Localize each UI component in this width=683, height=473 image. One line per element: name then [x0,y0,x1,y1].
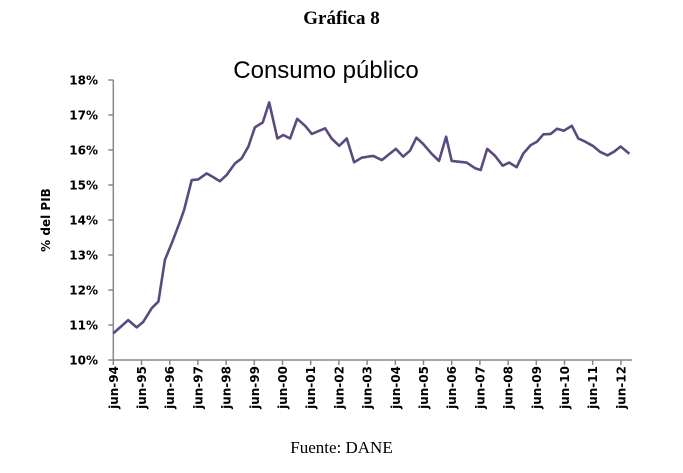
y-tick-label: 17% [69,109,98,123]
axes: 10% 11% 12% 13% 14% 15% 16% 17% 18% jun-94 jun-95 j… [69,74,632,410]
x-tick-label: jun-94 [107,366,121,410]
source-note: Fuente: DANE [290,438,393,457]
x-tick-label: jun-07 [473,366,487,410]
x-tick-label: jun-95 [135,366,149,410]
y-tick-label: 13% [69,249,98,263]
x-tick-label: jun-08 [502,366,516,410]
x-tick-label: jun-96 [163,366,177,410]
x-tick-label: jun-12 [614,366,628,410]
x-tick-label: jun-09 [530,366,544,410]
y-tick-label: 15% [69,179,98,193]
x-tick-label: jun-06 [445,366,459,410]
y-tick-label: 10% [69,354,98,368]
x-tick-label: jun-97 [191,366,205,410]
x-tick-label: jun-03 [361,366,375,410]
x-tick-label: jun-01 [304,366,318,410]
x-tick-label: jun-02 [332,366,346,410]
plot-area [112,101,631,335]
x-tick-label: jun-00 [276,366,290,410]
chart-title: Consumo público [233,57,418,84]
x-tick-label: jun-10 [558,366,572,410]
series-line-consumo-publico [112,101,631,335]
x-tick-label: jun-11 [586,366,600,410]
y-tick-label: 16% [69,144,98,158]
y-tick-label: 14% [69,214,98,228]
x-tick-label: jun-05 [417,366,431,410]
y-tick-label: 18% [69,74,98,88]
x-tick-label: jun-04 [389,366,403,410]
y-axis-label: % del PIB [39,188,53,252]
y-tick-label: 12% [69,284,98,298]
x-tick-label: jun-98 [220,366,234,410]
x-tick-label: jun-99 [248,366,262,410]
y-tick-label: 11% [69,319,98,333]
figure-title: Gráfica 8 [303,8,380,29]
